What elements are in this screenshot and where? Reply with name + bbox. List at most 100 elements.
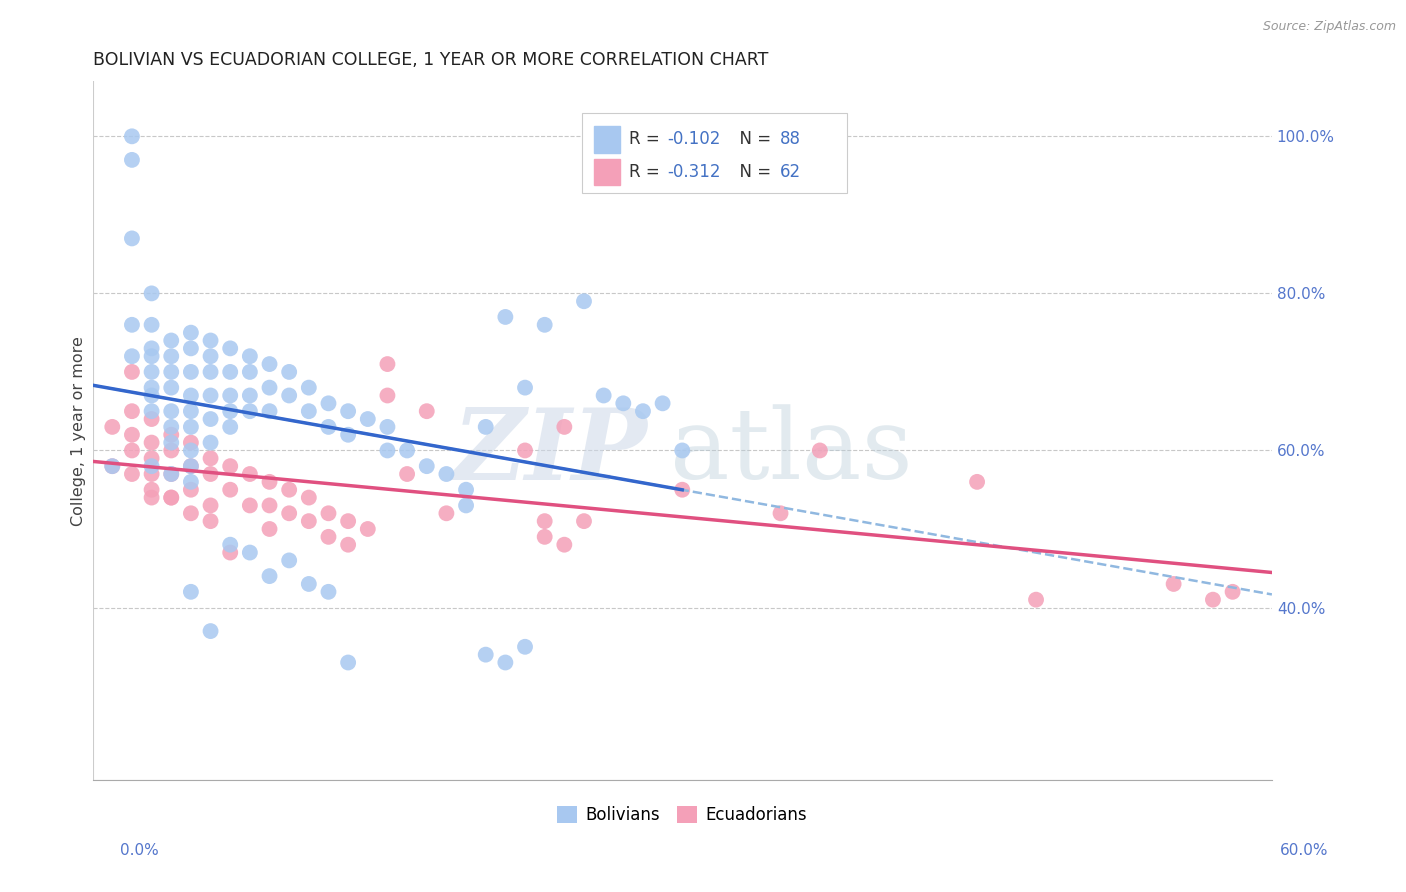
Bar xyxy=(593,126,620,153)
Text: 0.0%: 0.0% xyxy=(120,843,159,858)
Point xyxy=(219,404,242,418)
Point xyxy=(141,467,163,481)
Point xyxy=(160,404,183,418)
Point xyxy=(357,412,380,426)
Text: N =: N = xyxy=(730,163,776,181)
Point xyxy=(474,420,496,434)
Point xyxy=(180,506,202,520)
Point xyxy=(141,365,163,379)
Point xyxy=(219,365,242,379)
Point xyxy=(1163,577,1185,591)
Point xyxy=(141,483,163,497)
Point xyxy=(239,349,262,363)
Point xyxy=(121,443,143,458)
Point xyxy=(533,318,555,332)
Text: 62: 62 xyxy=(780,163,801,181)
Point xyxy=(494,656,516,670)
Point xyxy=(160,427,183,442)
Point xyxy=(239,467,262,481)
Point xyxy=(219,388,242,402)
Point xyxy=(141,286,163,301)
Point xyxy=(200,514,222,528)
Y-axis label: College, 1 year or more: College, 1 year or more xyxy=(72,336,86,525)
Point xyxy=(259,475,281,489)
Point xyxy=(180,459,202,474)
Point xyxy=(200,435,222,450)
Point xyxy=(180,420,202,434)
Point xyxy=(337,538,360,552)
Point xyxy=(180,483,202,497)
Point xyxy=(259,381,281,395)
Point xyxy=(160,381,183,395)
Point xyxy=(200,388,222,402)
Point xyxy=(121,129,143,144)
Point xyxy=(180,388,202,402)
Point xyxy=(200,499,222,513)
Point xyxy=(180,435,202,450)
Point xyxy=(141,388,163,402)
Point xyxy=(219,538,242,552)
Point xyxy=(671,483,693,497)
Point xyxy=(160,443,183,458)
Point xyxy=(141,451,163,466)
Text: ZIP: ZIP xyxy=(451,403,647,500)
Point xyxy=(357,522,380,536)
Point xyxy=(141,381,163,395)
Point xyxy=(160,491,183,505)
Text: -0.102: -0.102 xyxy=(666,130,720,148)
Point xyxy=(612,396,634,410)
Point xyxy=(259,404,281,418)
Point xyxy=(298,381,321,395)
Point xyxy=(278,553,301,567)
Point xyxy=(1025,592,1047,607)
Point xyxy=(259,499,281,513)
Point xyxy=(651,396,673,410)
Point xyxy=(436,506,458,520)
Point xyxy=(377,443,399,458)
Point xyxy=(337,514,360,528)
Text: R =: R = xyxy=(630,163,665,181)
Point xyxy=(318,530,340,544)
Point xyxy=(377,388,399,402)
Point xyxy=(966,475,988,489)
Point xyxy=(278,365,301,379)
Point xyxy=(180,475,202,489)
Point xyxy=(377,357,399,371)
Point xyxy=(572,514,595,528)
Point xyxy=(200,349,222,363)
Point xyxy=(513,381,536,395)
Point xyxy=(377,420,399,434)
Point xyxy=(239,365,262,379)
Text: R =: R = xyxy=(630,130,665,148)
Point xyxy=(141,318,163,332)
Point xyxy=(121,349,143,363)
Point xyxy=(278,506,301,520)
Point xyxy=(337,427,360,442)
Point xyxy=(101,459,124,474)
Point xyxy=(239,545,262,559)
Point xyxy=(141,349,163,363)
Point xyxy=(416,459,439,474)
Point xyxy=(436,467,458,481)
Point xyxy=(180,459,202,474)
Point xyxy=(121,365,143,379)
Text: 88: 88 xyxy=(780,130,801,148)
Point xyxy=(239,388,262,402)
Point xyxy=(513,640,536,654)
Point xyxy=(160,467,183,481)
Point xyxy=(141,491,163,505)
Point xyxy=(160,491,183,505)
Point xyxy=(631,404,654,418)
Point xyxy=(121,427,143,442)
Point xyxy=(396,467,419,481)
Point xyxy=(318,396,340,410)
Point xyxy=(160,420,183,434)
Point xyxy=(259,522,281,536)
Legend: Bolivians, Ecuadorians: Bolivians, Ecuadorians xyxy=(557,806,807,824)
Point xyxy=(396,443,419,458)
Point xyxy=(808,443,831,458)
Point xyxy=(454,483,477,497)
Point xyxy=(278,388,301,402)
Point xyxy=(298,514,321,528)
Point xyxy=(298,404,321,418)
